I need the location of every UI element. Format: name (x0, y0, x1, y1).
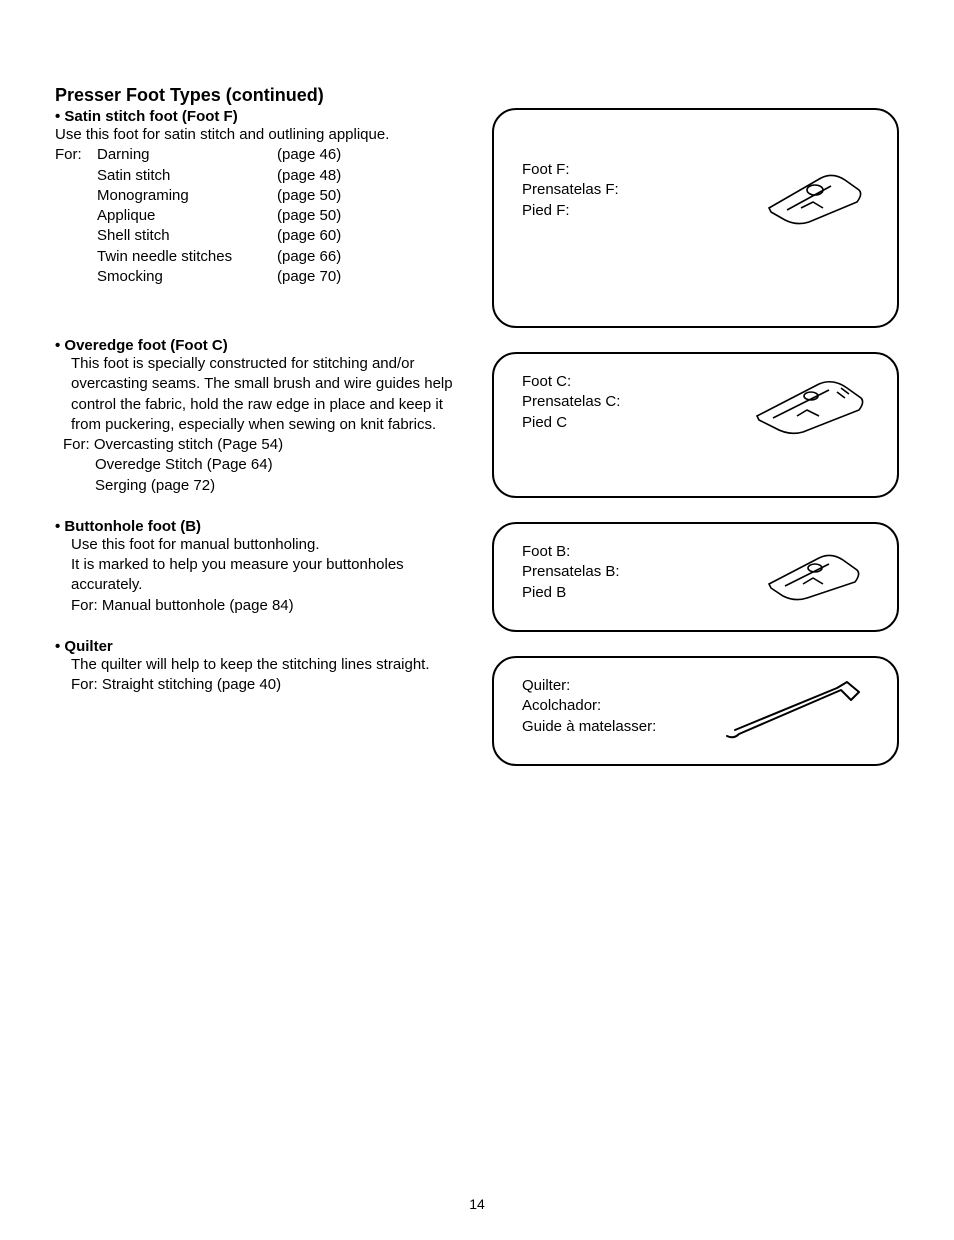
buttonhole-title: • Buttonhole foot (B) (55, 518, 462, 535)
label-q-1: Acolchador: (522, 696, 656, 716)
label-f-2: Pied F: (522, 201, 619, 221)
overedge-for: For: Overcasting stitch (Page 54) Overed… (55, 435, 462, 496)
quilter-line-0: The quilter will help to keep the stitch… (55, 655, 462, 675)
section-satin: • Satin stitch foot (Foot F) Use this fo… (55, 108, 462, 287)
label-f-0: Foot F: (522, 160, 619, 180)
label-f-1: Prensatelas F: (522, 180, 619, 200)
buttonhole-line-2: For: Manual buttonhole (page 84) (55, 596, 462, 616)
buttonhole-line-1: It is marked to help you measure your bu… (55, 555, 462, 596)
satin-item-name-2: Monograming (97, 186, 277, 206)
overedge-for-1: Overedge Stitch (Page 64) (63, 455, 462, 475)
left-column: • Satin stitch foot (Foot F) Use this fo… (55, 108, 462, 790)
satin-item-page-3: (page 50) (277, 206, 377, 226)
quilter-title: • Quilter (55, 638, 462, 655)
label-q-0: Quilter: (522, 676, 656, 696)
section-quilter: • Quilter The quilter will help to keep … (55, 638, 462, 696)
section-buttonhole: • Buttonhole foot (B) Use this foot for … (55, 518, 462, 616)
illus-box-foot-c: Foot C: Prensatelas C: Pied C (492, 352, 899, 498)
illus-labels-b: Foot B: Prensatelas B: Pied B (522, 542, 620, 603)
label-c-1: Prensatelas C: (522, 392, 620, 412)
foot-b-icon (759, 542, 869, 604)
quilter-line-1: For: Straight stitching (page 40) (55, 675, 462, 695)
foot-c-icon (749, 372, 869, 440)
satin-item-name-3: Applique (97, 206, 277, 226)
overedge-title: • Overedge foot (Foot C) (55, 337, 462, 354)
satin-item-name-0: Darning (97, 145, 277, 165)
satin-item-page-6: (page 70) (277, 267, 377, 287)
satin-item-page-0: (page 46) (277, 145, 377, 165)
illus-labels-c: Foot C: Prensatelas C: Pied C (522, 372, 620, 433)
label-b-0: Foot B: (522, 542, 620, 562)
illus-labels-q: Quilter: Acolchador: Guide à matelasser: (522, 676, 656, 737)
satin-item-name-4: Shell stitch (97, 226, 277, 246)
satin-item-page-4: (page 60) (277, 226, 377, 246)
satin-for-table: For: Darning (page 46) Satin stitch (pag… (55, 145, 462, 287)
label-c-2: Pied C (522, 413, 620, 433)
quilter-icon (719, 676, 869, 746)
for-label: For: (55, 145, 97, 165)
label-c-0: Foot C: (522, 372, 620, 392)
satin-item-page-1: (page 48) (277, 166, 377, 186)
illus-box-foot-b: Foot B: Prensatelas B: Pied B (492, 522, 899, 632)
satin-item-name-5: Twin needle stitches (97, 247, 277, 267)
satin-desc: Use this foot for satin stitch and outli… (55, 125, 462, 145)
illus-box-foot-f: Foot F: Prensatelas F: Pied F: (492, 108, 899, 328)
label-b-1: Prensatelas B: (522, 562, 620, 582)
right-column: Foot F: Prensatelas F: Pied F: Foot C: P… (492, 108, 899, 790)
satin-item-page-5: (page 66) (277, 247, 377, 267)
overedge-desc: This foot is specially constructed for s… (55, 354, 462, 435)
overedge-for-2: Serging (page 72) (63, 476, 462, 496)
two-column-layout: • Satin stitch foot (Foot F) Use this fo… (55, 108, 899, 790)
section-overedge: • Overedge foot (Foot C) This foot is sp… (55, 337, 462, 496)
page-number: 14 (0, 1196, 954, 1212)
satin-item-name-6: Smocking (97, 267, 277, 287)
foot-f-icon (759, 160, 869, 230)
satin-item-page-2: (page 50) (277, 186, 377, 206)
label-b-2: Pied B (522, 583, 620, 603)
buttonhole-line-0: Use this foot for manual buttonholing. (55, 535, 462, 555)
illus-labels-f: Foot F: Prensatelas F: Pied F: (522, 160, 619, 221)
page-title: Presser Foot Types (continued) (55, 85, 899, 106)
satin-item-name-1: Satin stitch (97, 166, 277, 186)
satin-title: • Satin stitch foot (Foot F) (55, 108, 462, 125)
overedge-for-0: For: Overcasting stitch (Page 54) (63, 435, 462, 455)
illus-box-quilter: Quilter: Acolchador: Guide à matelasser: (492, 656, 899, 766)
label-q-2: Guide à matelasser: (522, 717, 656, 737)
